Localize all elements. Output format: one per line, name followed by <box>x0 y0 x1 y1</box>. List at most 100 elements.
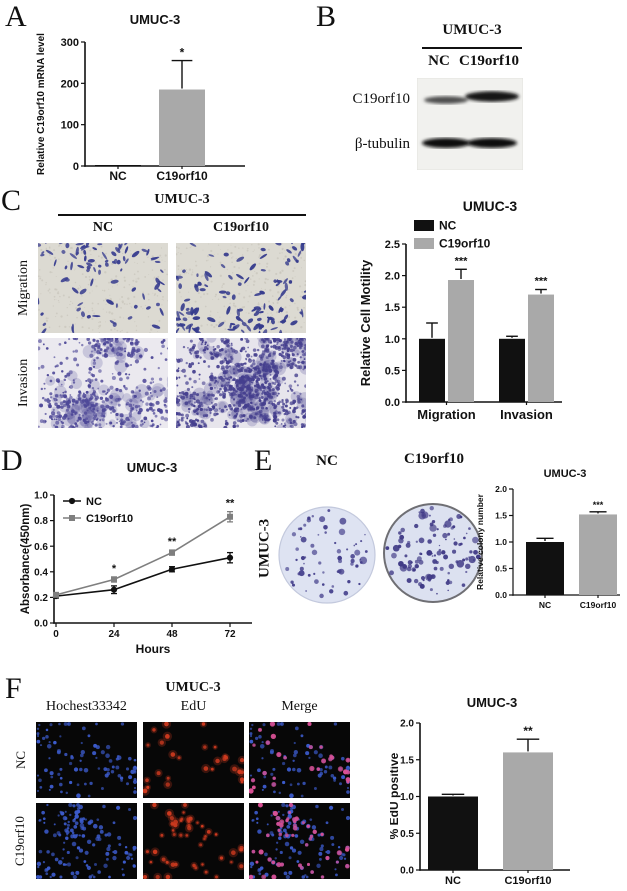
svg-text:48: 48 <box>166 629 178 640</box>
svg-text:NC: NC <box>86 496 102 508</box>
panel-f-label: F <box>5 672 22 705</box>
svg-text:1.0: 1.0 <box>34 491 48 502</box>
svg-text:300: 300 <box>61 37 79 49</box>
svg-text:NC: NC <box>445 875 461 887</box>
edu-col-hoechst: Hochest33342 <box>46 699 127 714</box>
svg-text:**: ** <box>168 536 177 548</box>
svg-text:0.6: 0.6 <box>34 542 48 553</box>
svg-text:***: *** <box>593 500 604 510</box>
edu-col-merge: Merge <box>281 699 318 714</box>
svg-text:0: 0 <box>73 161 79 173</box>
svg-text:2.0: 2.0 <box>495 484 507 494</box>
edu-bar-chart: 0.0 0.5 1.0 1.5 2.0 UMUC-3 % EdU positive NC ** C… <box>390 695 570 887</box>
svg-text:C19orf10: C19orf10 <box>156 169 208 183</box>
transwell-row-migration: Migration <box>16 260 31 316</box>
svg-text:2.0: 2.0 <box>385 271 400 283</box>
invasion-nc-micrograph <box>38 338 168 428</box>
hoechst-c19orf10-micrograph <box>36 803 137 879</box>
panel-b-label: B <box>316 0 337 33</box>
svg-text:UMUC-3: UMUC-3 <box>467 695 518 710</box>
blot-title-underline <box>422 47 522 49</box>
edu-cellline-title: UMUC-3 <box>165 680 221 695</box>
svg-text:200: 200 <box>61 78 79 90</box>
svg-text:2.5: 2.5 <box>385 239 400 251</box>
transwell-col-nc: NC <box>92 220 114 235</box>
svg-text:0.0: 0.0 <box>400 866 414 877</box>
svg-text:1.5: 1.5 <box>495 511 507 521</box>
svg-text:*: * <box>112 563 117 575</box>
blot-lane-nc: NC <box>428 53 450 69</box>
svg-text:Migration: Migration <box>417 407 476 422</box>
edu-c19orf10-micrograph <box>143 803 244 879</box>
svg-text:UMUC-3: UMUC-3 <box>127 460 178 475</box>
svg-text:***: *** <box>535 276 549 288</box>
svg-text:0.0: 0.0 <box>34 619 48 630</box>
svg-text:1.5: 1.5 <box>385 302 400 314</box>
svg-text:Invasion: Invasion <box>500 407 553 422</box>
blot-row-btubulin: β-tubulin <box>354 136 410 152</box>
svg-text:1.0: 1.0 <box>400 792 414 803</box>
svg-text:% EdU positive: % EdU positive <box>390 752 401 839</box>
migration-nc-micrograph <box>38 243 168 333</box>
svg-text:Relative C19orf10 mRNA level: Relative C19orf10 mRNA level <box>36 33 47 175</box>
svg-text:***: *** <box>455 255 469 267</box>
svg-text:0.4: 0.4 <box>34 567 48 578</box>
panel-c-label: C <box>1 184 22 217</box>
colony-dishes-image <box>278 503 483 604</box>
svg-text:C19orf10: C19orf10 <box>439 237 491 251</box>
colony-bar-chart: 0.0 0.5 1.0 1.5 2.0 UMUC-3 Relative colony num… <box>475 468 620 610</box>
blot-lane-c19orf10: C19orf10 <box>459 53 519 69</box>
western-blot-image <box>417 78 523 170</box>
svg-text:72: 72 <box>224 629 236 640</box>
svg-text:NC: NC <box>109 169 127 183</box>
svg-text:*: * <box>180 46 185 60</box>
svg-text:**: ** <box>523 724 533 738</box>
svg-text:NC: NC <box>539 600 551 610</box>
panel-d-label: D <box>1 444 23 477</box>
blot-cellline-title: UMUC-3 <box>442 22 502 38</box>
merge-nc-micrograph <box>249 722 350 798</box>
edu-nc-micrograph <box>143 722 244 798</box>
edu-row-nc: NC <box>13 750 28 770</box>
svg-text:1.0: 1.0 <box>495 537 507 547</box>
svg-text:Absorbance(450nm): Absorbance(450nm) <box>20 504 32 615</box>
svg-text:Hours: Hours <box>136 642 171 656</box>
svg-text:**: ** <box>226 498 235 510</box>
edu-row-c19orf10: C19orf10 <box>12 816 27 866</box>
svg-text:NC: NC <box>439 219 457 233</box>
edu-col-edu: EdU <box>180 699 207 714</box>
panel-a-label: A <box>5 0 27 33</box>
svg-text:0: 0 <box>53 629 59 640</box>
svg-text:C19orf10: C19orf10 <box>504 875 551 887</box>
hoechst-nc-micrograph <box>36 722 137 798</box>
growth-curve-chart: 0.0 0.2 0.4 0.6 0.8 1.0 UMUC-3 Absorbance(450nm… <box>20 460 252 656</box>
svg-text:100: 100 <box>61 120 79 132</box>
svg-text:0.8: 0.8 <box>34 516 48 527</box>
svg-text:Relative Cell Motility: Relative Cell Motility <box>358 259 373 386</box>
svg-text:C19orf10: C19orf10 <box>580 600 617 610</box>
panel-e-label: E <box>254 444 273 477</box>
svg-text:UMUC-3: UMUC-3 <box>544 468 587 480</box>
invasion-c19orf10-micrograph <box>176 338 306 428</box>
colony-dish-label-nc: NC <box>316 453 338 469</box>
transwell-row-invasion: Invasion <box>16 358 31 408</box>
svg-text:0.5: 0.5 <box>400 829 414 840</box>
svg-text:1.0: 1.0 <box>385 334 400 346</box>
transwell-col-c19orf10: C19orf10 <box>213 220 269 235</box>
motility-bar-chart: 0.0 0.5 1.0 1.5 2.0 2.5 UMUC-3 Relative Cell Mo… <box>358 198 562 422</box>
svg-text:0.2: 0.2 <box>34 593 48 604</box>
svg-text:UMUC-3: UMUC-3 <box>130 12 181 27</box>
blot-row-c19orf10: C19orf10 <box>352 91 411 107</box>
svg-text:Relative colony number: Relative colony number <box>475 493 485 590</box>
transwell-cellline-title: UMUC-3 <box>154 192 210 207</box>
transwell-title-underline <box>58 214 306 216</box>
svg-text:0.5: 0.5 <box>495 564 507 574</box>
svg-text:2.0: 2.0 <box>400 719 414 730</box>
colony-dish-label-c19orf10: C19orf10 <box>404 451 464 467</box>
svg-text:1.5: 1.5 <box>400 755 414 766</box>
svg-text:UMUC-3: UMUC-3 <box>463 198 518 214</box>
svg-text:0.0: 0.0 <box>385 397 400 409</box>
panel-a-bar-chart: 0 100 200 300 UMUC-3 Relative C19orf10 mRNA l… <box>36 12 245 183</box>
svg-text:C19orf10: C19orf10 <box>86 513 133 525</box>
